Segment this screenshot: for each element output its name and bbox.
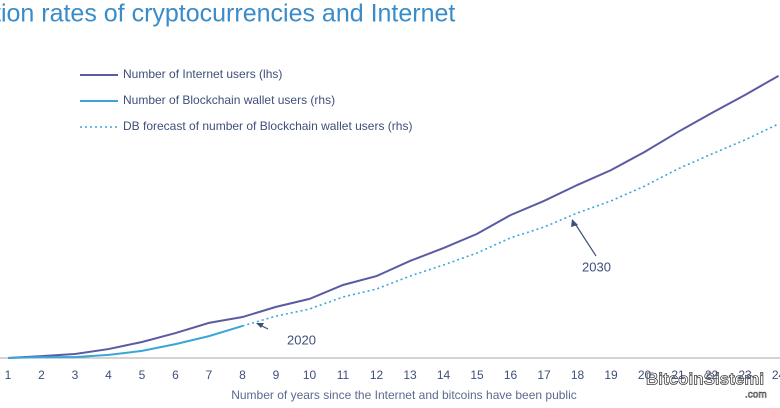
- series-line: [7, 75, 779, 359]
- x-tick-label: 3: [72, 368, 79, 382]
- x-tick-label: 4: [105, 368, 112, 382]
- x-tick-label: 10: [303, 368, 317, 382]
- x-tick-label: 5: [139, 368, 146, 382]
- annotation: 2020: [287, 332, 316, 347]
- series-line: [7, 325, 243, 359]
- x-tick-label: 15: [470, 368, 484, 382]
- x-tick-label: 14: [437, 368, 451, 382]
- x-tick-label: 24: [772, 368, 780, 382]
- legend-label: Number of Internet users (lhs): [123, 67, 282, 81]
- x-tick-label: 17: [537, 368, 551, 382]
- arrowhead: [571, 219, 578, 227]
- x-tick-label: 13: [403, 368, 417, 382]
- x-tick-label: 23: [738, 368, 752, 382]
- x-tick-label: 2: [38, 368, 45, 382]
- x-tick-label: 18: [571, 368, 585, 382]
- annotation: 2030: [582, 259, 611, 274]
- legend-label: DB forecast of number of Blockchain wall…: [123, 119, 412, 133]
- x-tick-label: 19: [604, 368, 618, 382]
- x-tick-label: 22: [705, 368, 719, 382]
- arrowhead: [256, 323, 264, 328]
- x-tick-label: 8: [239, 368, 246, 382]
- x-tick-label: 7: [206, 368, 213, 382]
- x-tick-label: 1: [5, 368, 12, 382]
- x-tick-label: 21: [671, 368, 685, 382]
- x-tick-label: 11: [337, 368, 350, 382]
- watermark: BitcoinSistemi: [646, 369, 764, 388]
- x-tick-label: 9: [273, 368, 280, 382]
- legend-label: Number of Blockchain wallet users (rhs): [123, 93, 335, 107]
- series-line: [242, 123, 779, 327]
- chart-title: tion rates of cryptocurrencies and Inter…: [0, 0, 455, 28]
- arrow: [573, 221, 597, 257]
- x-tick-label: 20: [638, 368, 652, 382]
- watermark: .com: [745, 390, 767, 401]
- x-tick-label: 12: [370, 368, 384, 382]
- x-axis-label: Number of years since the Internet and b…: [231, 388, 577, 402]
- x-tick-label: 6: [172, 368, 179, 382]
- x-tick-label: 16: [504, 368, 518, 382]
